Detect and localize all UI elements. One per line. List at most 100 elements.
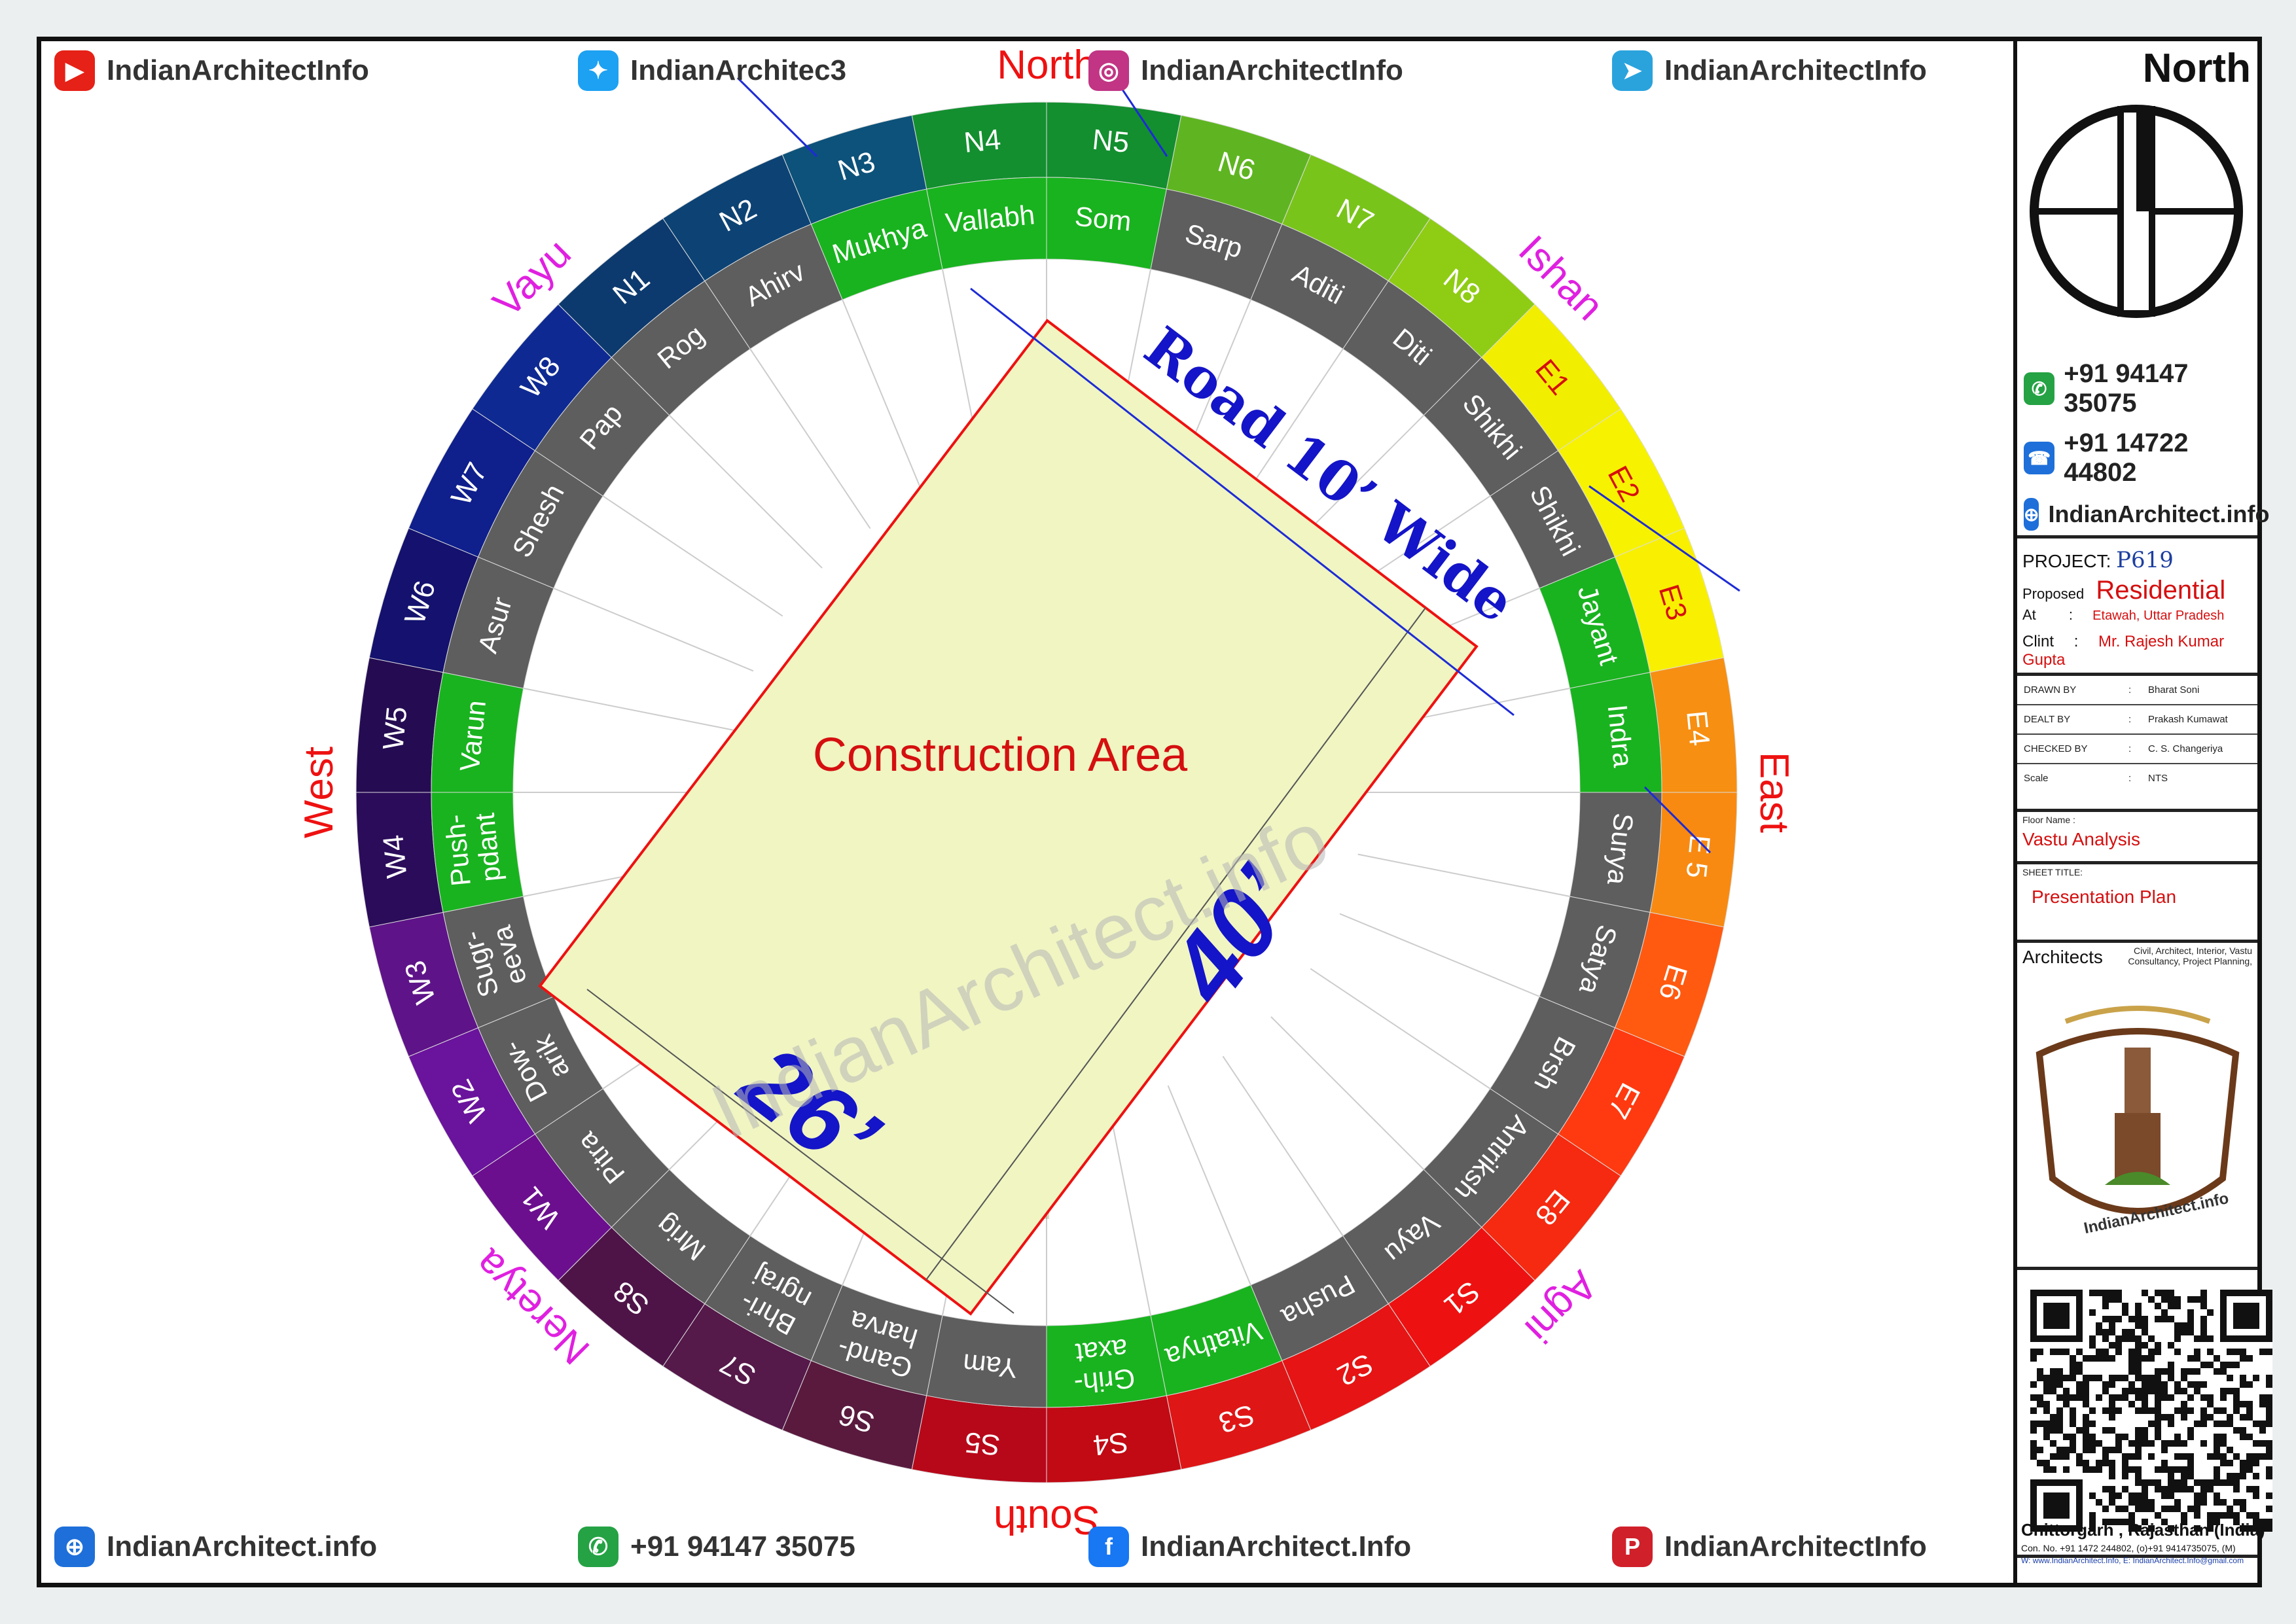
qr-module	[2155, 1421, 2161, 1427]
qr-code[interactable]	[2030, 1290, 2272, 1532]
qr-module	[2168, 1296, 2174, 1303]
social-link[interactable]: ➤ IndianArchitectInfo	[1612, 50, 1927, 91]
social-link[interactable]: f IndianArchitect.Info	[1088, 1527, 1411, 1567]
qr-module	[2043, 1375, 2050, 1381]
qr-module	[2050, 1427, 2056, 1434]
qr-module	[2135, 1427, 2142, 1434]
qr-module	[2102, 1349, 2109, 1355]
qr-module	[2246, 1414, 2253, 1421]
sheet-title: Presentation Plan	[2032, 887, 2177, 907]
qr-module	[2109, 1460, 2115, 1466]
qr-module	[2253, 1473, 2259, 1479]
qr-module	[2220, 1499, 2227, 1506]
qr-module	[2050, 1440, 2056, 1447]
inner-zone-label: Push-pdant	[439, 810, 507, 887]
qr-module	[2070, 1362, 2076, 1368]
qr-module	[2207, 1362, 2214, 1368]
qr-module	[2161, 1506, 2168, 1512]
qr-module	[2227, 1388, 2233, 1394]
qr-module	[2187, 1368, 2194, 1375]
phone-row: ✆ +91 94147 35075	[2024, 359, 2257, 418]
social-link[interactable]: ✆ +91 94147 35075	[578, 1527, 855, 1567]
inner-zone-label: Grih-axat	[1069, 1333, 1136, 1400]
qr-module	[2207, 1394, 2214, 1401]
qr-module	[2076, 1427, 2083, 1434]
qr-module	[2030, 1407, 2037, 1414]
outer-zone-label: S4	[1092, 1426, 1130, 1462]
qr-module	[2207, 1349, 2214, 1355]
outer-zone-label: S5	[963, 1426, 1001, 1462]
qr-module	[2070, 1355, 2076, 1362]
qr-module	[2220, 1407, 2227, 1414]
facebook-icon: f	[1088, 1527, 1129, 1567]
qr-module	[2266, 1381, 2272, 1388]
inner-zone-label: Surya	[1602, 811, 1640, 886]
qr-module	[2148, 1355, 2155, 1362]
qr-module	[2168, 1414, 2174, 1421]
qr-module	[2240, 1427, 2246, 1434]
qr-module	[2135, 1355, 2142, 1362]
zone-divider	[1310, 968, 1491, 1089]
qr-module	[2240, 1375, 2246, 1381]
qr-module	[2207, 1512, 2214, 1519]
qr-module	[2240, 1401, 2246, 1407]
direction-label-north: North	[997, 43, 1096, 88]
qr-module	[2181, 1512, 2187, 1519]
qr-module	[2200, 1479, 2207, 1486]
social-handle: IndianArchitectInfo	[1141, 54, 1403, 86]
phone-number[interactable]: +91 94147 35075	[2064, 359, 2189, 417]
social-link[interactable]: ⊕ IndianArchitect.info	[54, 1527, 377, 1567]
qr-module	[2187, 1407, 2194, 1414]
qr-module	[2253, 1525, 2259, 1532]
social-link[interactable]: P IndianArchitectInfo	[1612, 1527, 1927, 1567]
office-web: W: www.IndianArchitect.Info, E: IndianAr…	[2021, 1556, 2244, 1565]
at-label: At	[2022, 607, 2036, 623]
qr-module	[2142, 1407, 2148, 1414]
qr-module	[2220, 1421, 2227, 1427]
qr-module	[2063, 1349, 2070, 1355]
phone-number[interactable]: +91 14722 44802	[2064, 429, 2189, 487]
qr-module	[2259, 1349, 2266, 1355]
qr-module	[2214, 1479, 2220, 1486]
qr-module	[2207, 1486, 2214, 1492]
qr-module	[2148, 1296, 2155, 1303]
scale-label: Scale	[2024, 773, 2049, 784]
qr-module	[2227, 1362, 2233, 1368]
qr-module	[2109, 1296, 2115, 1303]
qr-module	[2200, 1414, 2207, 1421]
qr-module	[2089, 1335, 2096, 1342]
qr-module	[2063, 1447, 2070, 1453]
qr-module	[2246, 1460, 2253, 1466]
qr-module	[2194, 1368, 2200, 1375]
qr-module	[2056, 1375, 2063, 1381]
qr-module	[2246, 1453, 2253, 1460]
qr-module	[2096, 1355, 2102, 1362]
qr-module	[2266, 1349, 2272, 1355]
qr-module	[2102, 1427, 2109, 1434]
qr-module	[2096, 1349, 2102, 1355]
social-link[interactable]: ◎ IndianArchitectInfo	[1088, 50, 1403, 91]
qr-module	[2102, 1303, 2109, 1309]
qr-module	[2142, 1479, 2148, 1486]
qr-module	[2102, 1381, 2109, 1388]
website-link[interactable]: IndianArchitect.info	[2048, 501, 2270, 527]
qr-module	[2135, 1394, 2142, 1401]
qr-module	[2174, 1381, 2181, 1388]
social-link[interactable]: ✦ IndianArchitec3	[578, 50, 846, 91]
qr-module	[2148, 1506, 2155, 1512]
qr-module	[2187, 1309, 2194, 1316]
qr-module	[2102, 1388, 2109, 1394]
qr-module	[2083, 1375, 2089, 1381]
social-handle: IndianArchitectInfo	[107, 54, 369, 86]
qr-module	[2037, 1349, 2043, 1355]
qr-module	[2168, 1479, 2174, 1486]
qr-module	[2043, 1407, 2050, 1414]
qr-module	[2128, 1362, 2135, 1368]
qr-module	[2253, 1440, 2259, 1447]
qr-module	[2259, 1401, 2266, 1407]
social-link[interactable]: ▶ IndianArchitectInfo	[54, 50, 369, 91]
qr-module	[2148, 1499, 2155, 1506]
qr-module	[2128, 1349, 2135, 1355]
qr-module	[2122, 1434, 2128, 1440]
qr-module	[2070, 1368, 2076, 1375]
